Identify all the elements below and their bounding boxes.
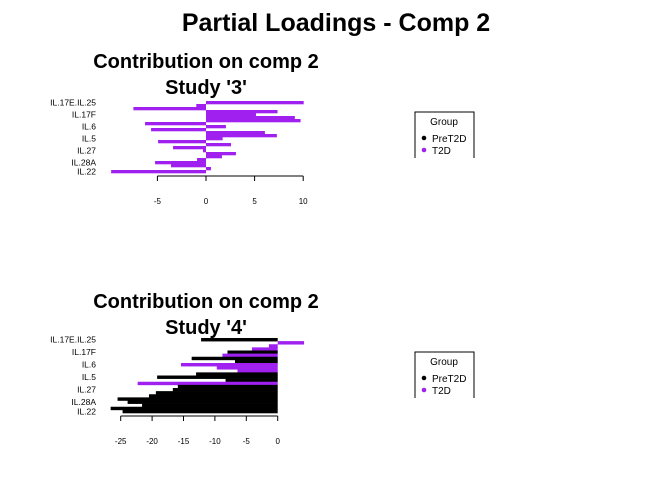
category-label: IL.28A [71, 158, 96, 168]
legend-study-4: Group PreT2D T2D [414, 351, 475, 398]
panel-title: Contribution on comp 2 [93, 291, 319, 313]
loading-bar [133, 107, 206, 111]
loading-bar [196, 104, 206, 108]
legend-dot-pret2d [421, 135, 427, 141]
loading-bar [227, 350, 278, 354]
loading-bar [206, 131, 265, 135]
category-label: IL.17E.IL.25 [50, 98, 96, 108]
loading-bar [216, 366, 278, 370]
category-label: IL.6 [82, 360, 96, 370]
legend-label-pret2d: PreT2D [432, 134, 466, 145]
panel-title: Contribution on comp 2 [93, 51, 319, 73]
x-tick-label: 10 [299, 197, 308, 206]
legend-dot-t2d [421, 387, 427, 393]
panel-subtitle: Study '3' [165, 77, 247, 99]
loading-bar [180, 363, 278, 367]
x-tick-label: -20 [146, 437, 158, 446]
loading-bar [177, 384, 278, 389]
category-label: IL.27 [77, 146, 96, 156]
loading-bar [206, 119, 301, 123]
loading-bar [206, 113, 256, 117]
loading-bar [142, 403, 278, 408]
legend-title: Group [430, 117, 458, 128]
loading-bar [158, 140, 206, 144]
panel-study-4: Contribution on comp 2 Study '4' IL.17E.… [50, 291, 319, 446]
loading-bar [111, 170, 206, 174]
loading-bar [117, 397, 278, 401]
x-tick-label: 5 [252, 197, 257, 206]
main-title: Partial Loadings - Comp 2 [182, 9, 490, 37]
loading-bar [157, 375, 278, 379]
loading-bar [172, 388, 278, 392]
panel-study-3: Contribution on comp 2 Study '3' IL.17E.… [50, 51, 319, 206]
loading-bar [206, 155, 222, 159]
loading-bar [206, 143, 231, 147]
legend-title: Group [430, 357, 458, 368]
loading-bar [206, 152, 236, 156]
loading-bar [206, 137, 223, 141]
loading-bar [127, 400, 278, 404]
loading-bar [191, 356, 278, 361]
x-tick-label: -15 [178, 437, 190, 446]
category-label: IL.17F [72, 110, 96, 120]
panel-subtitle: Study '4' [165, 317, 247, 339]
category-label: IL.5 [82, 134, 96, 144]
loading-bar [171, 164, 206, 168]
loading-bar [206, 167, 211, 171]
legend-dot-t2d [421, 147, 427, 153]
legend-dot-pret2d [421, 375, 427, 381]
legend-label-t2d: T2D [432, 146, 451, 157]
loading-bar [206, 110, 278, 114]
loading-bar [234, 359, 278, 364]
loading-bar [206, 101, 304, 105]
category-label: IL.6 [82, 122, 96, 132]
category-label: IL.22 [77, 406, 96, 416]
x-tick-label: -25 [115, 437, 127, 446]
x-tick-label: 0 [204, 197, 209, 206]
x-tick-label: -5 [243, 437, 251, 446]
loading-bar [145, 122, 206, 126]
loading-bar [196, 372, 278, 376]
category-label: IL.27 [77, 385, 96, 395]
category-label: IL.17F [72, 347, 96, 357]
loading-bar [110, 406, 278, 411]
category-label: IL.17E.IL.25 [50, 335, 96, 345]
loading-bar [237, 369, 278, 373]
loading-bar [155, 161, 206, 165]
x-tick-label: 0 [275, 437, 280, 446]
category-label: IL.22 [77, 167, 96, 177]
legend-label-pret2d: PreT2D [432, 374, 466, 385]
loading-bar [122, 409, 278, 414]
loading-bar [155, 391, 278, 395]
loading-bar [173, 146, 206, 150]
loading-bar [206, 134, 277, 138]
category-label: IL.5 [82, 372, 96, 382]
loading-bar [222, 353, 278, 358]
loading-bar [251, 347, 278, 351]
loading-bar [151, 128, 206, 132]
loading-bar [148, 394, 278, 398]
legend-label-t2d: T2D [432, 386, 451, 397]
loading-bar [137, 381, 278, 386]
legend-study-3: Group PreT2D T2D [414, 111, 475, 158]
loading-bar [225, 378, 278, 383]
category-label: IL.28A [71, 397, 96, 407]
loading-bar [201, 338, 278, 342]
loading-bar [268, 344, 278, 348]
loading-bar [206, 116, 295, 120]
x-tick-label: -5 [154, 197, 162, 206]
x-tick-label: -10 [209, 437, 221, 446]
loading-bar [206, 125, 226, 129]
loading-bar [202, 149, 206, 153]
loading-bar [197, 158, 206, 162]
loading-bar [277, 341, 305, 345]
